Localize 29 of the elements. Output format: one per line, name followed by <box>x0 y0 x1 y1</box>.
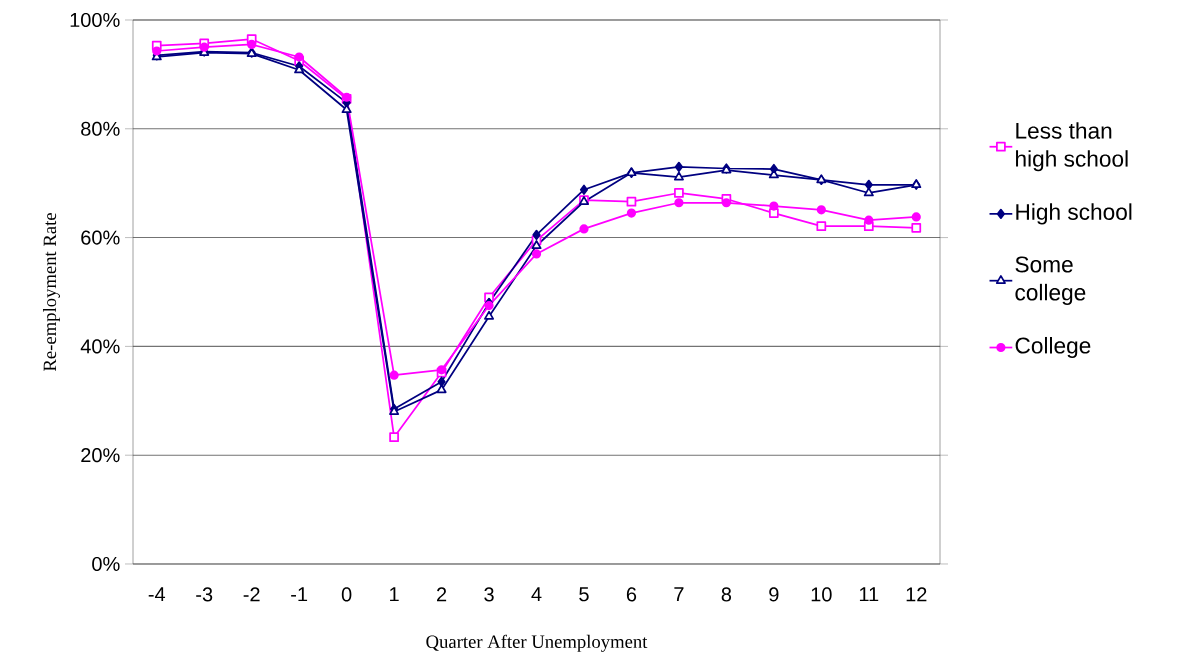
x-tick-label: -4 <box>148 587 166 602</box>
y-tick-label: 60% <box>81 230 120 245</box>
y-tick-label: 0% <box>92 556 120 572</box>
x-tick-label: 10 <box>811 587 832 602</box>
legend-label: College <box>1015 336 1091 359</box>
x-tick-label: 3 <box>484 587 494 602</box>
x-tick-label: 12 <box>906 587 927 602</box>
y-tick-label: 80% <box>81 121 120 136</box>
y-axis-title: Re-employment Rate <box>43 213 60 372</box>
x-tick-label: 7 <box>674 587 684 602</box>
x-tick-label: 0 <box>341 587 352 602</box>
y-tick-label: 40% <box>80 339 120 354</box>
legend-label: Less than high school <box>1016 122 1128 172</box>
x-tick-label: 4 <box>531 587 542 602</box>
x-tick-label: 9 <box>769 587 779 602</box>
x-tick-label: -3 <box>196 587 213 602</box>
y-tick-label: 20% <box>81 448 120 463</box>
x-tick-label: 2 <box>437 587 447 602</box>
y-tick-label: 100% <box>70 12 120 28</box>
x-tick-label: -2 <box>243 587 260 602</box>
x-axis-title: Quarter After Unemployment <box>426 634 648 652</box>
x-tick-label: -1 <box>291 587 308 602</box>
x-tick-label: 5 <box>579 587 589 602</box>
legend-label: Some college <box>1015 256 1086 305</box>
x-tick-label: 1 <box>390 587 399 602</box>
x-tick-label: 8 <box>721 587 732 602</box>
x-tick-label: 6 <box>626 587 637 602</box>
legend-label: High school <box>1016 203 1132 225</box>
x-tick-label: 11 <box>859 587 879 602</box>
